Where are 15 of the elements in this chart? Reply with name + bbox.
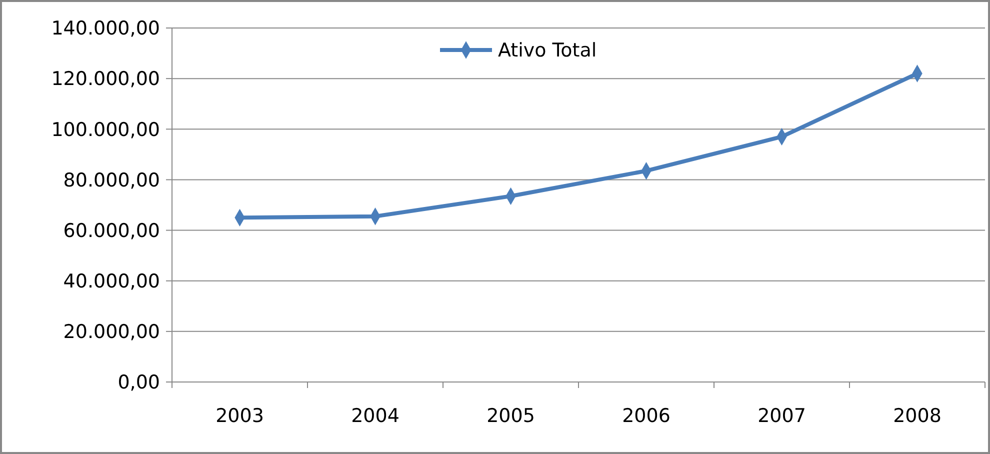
x-tick-label: 2003 (216, 405, 264, 427)
y-tick-label: 0,00 (118, 372, 160, 394)
y-tick-label: 80.000,00 (63, 169, 160, 192)
y-tick-label: 40.000,00 (63, 270, 160, 293)
x-tick-label: 2006 (622, 405, 670, 427)
y-tick-label: 20.000,00 (63, 321, 160, 344)
y-tick-label: 100.000,00 (51, 118, 160, 141)
y-tick-label: 140.000,00 (51, 18, 160, 40)
x-tick-label: 2005 (486, 405, 535, 427)
x-tick-label: 2004 (351, 405, 400, 427)
legend-label: Ativo Total (498, 40, 597, 62)
x-tick-label: 2007 (758, 405, 806, 427)
y-tick-label: 60.000,00 (63, 220, 160, 242)
y-tick-label: 120.000,00 (51, 68, 160, 90)
x-tick-label: 2008 (893, 405, 942, 427)
